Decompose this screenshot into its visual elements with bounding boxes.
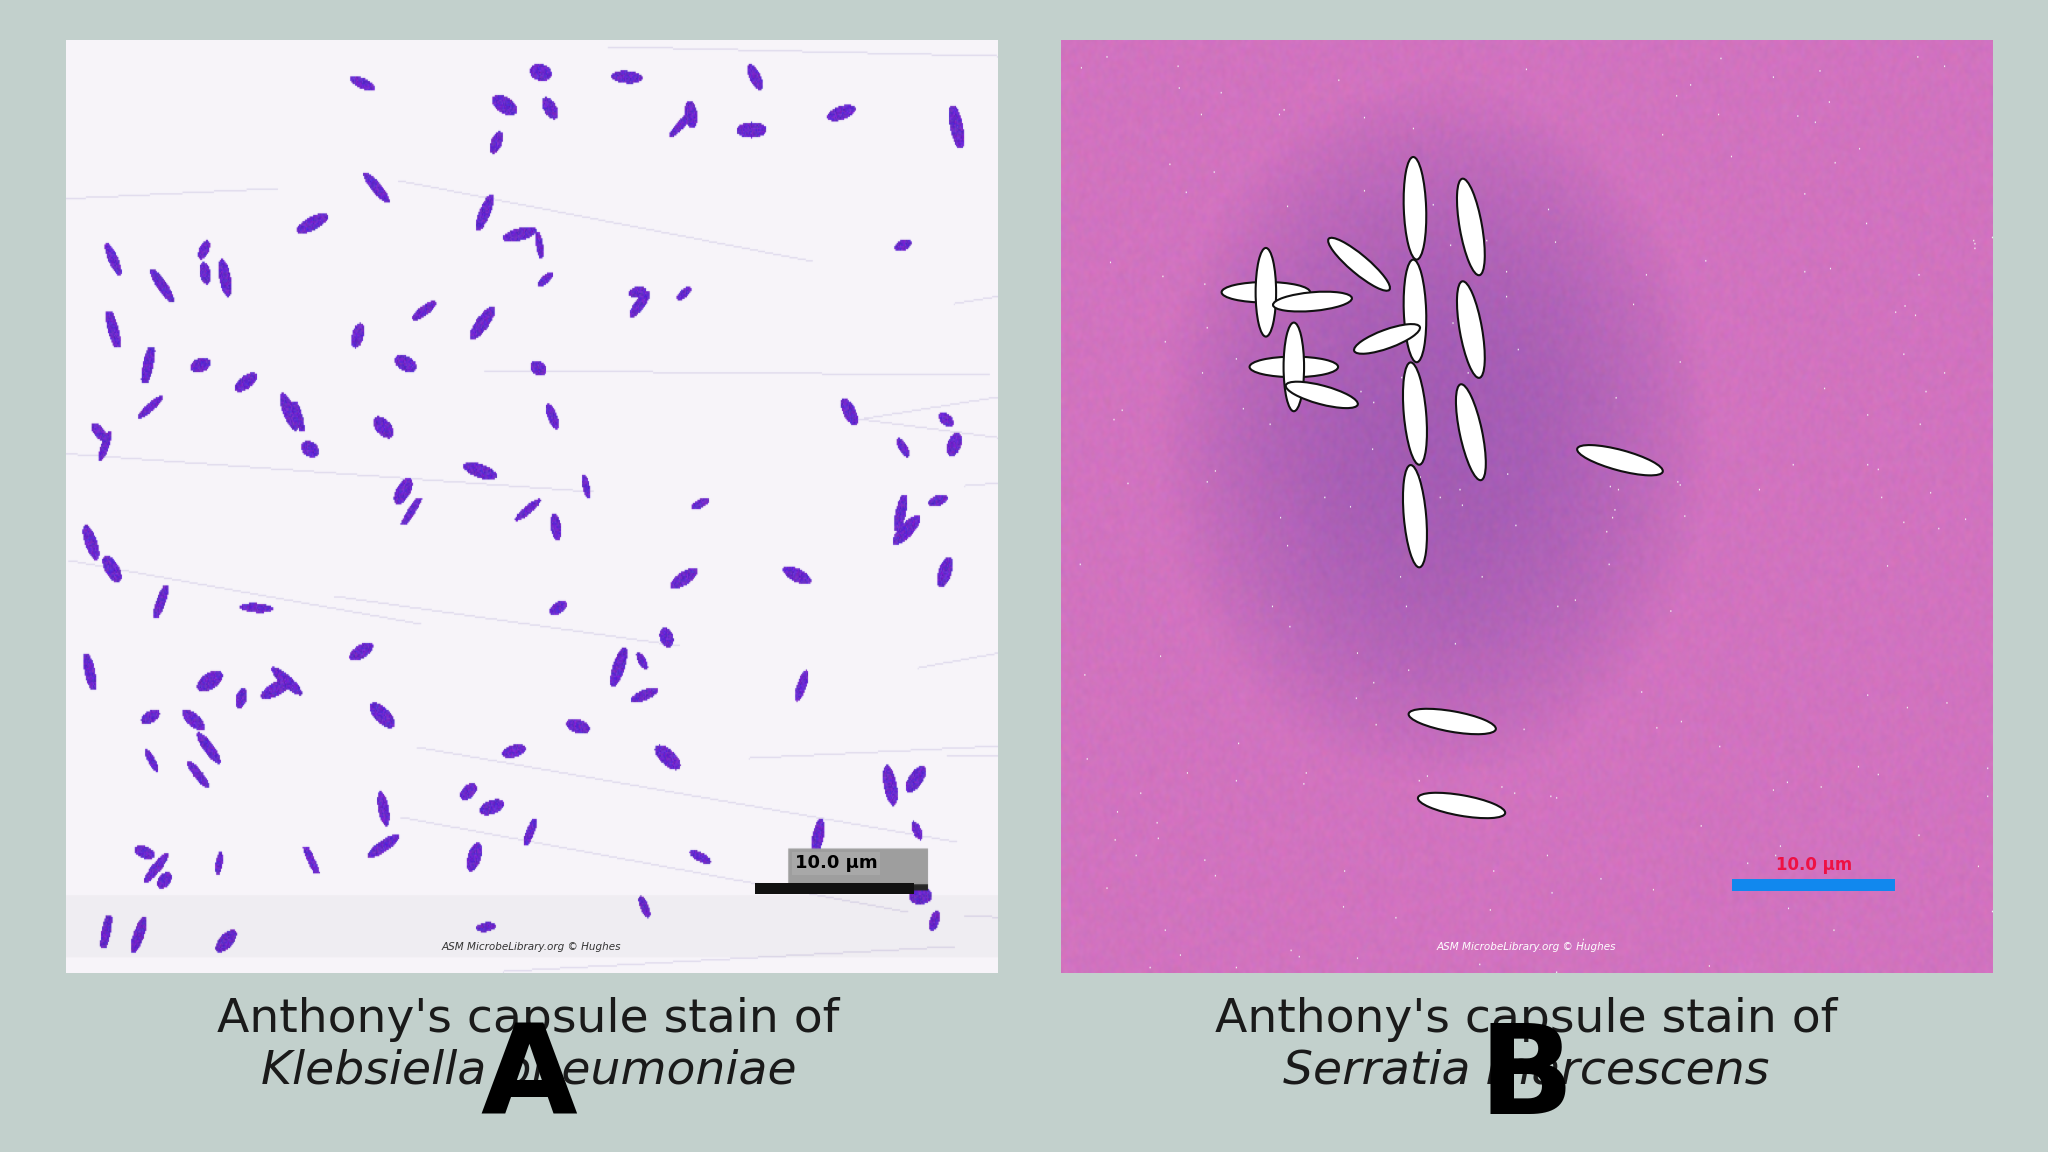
Ellipse shape bbox=[1456, 281, 1485, 378]
Ellipse shape bbox=[1409, 708, 1495, 734]
Ellipse shape bbox=[1456, 179, 1485, 275]
Ellipse shape bbox=[1286, 381, 1358, 408]
Ellipse shape bbox=[1284, 323, 1305, 411]
Ellipse shape bbox=[1417, 793, 1505, 818]
Ellipse shape bbox=[1221, 282, 1311, 303]
Ellipse shape bbox=[1403, 465, 1427, 567]
Ellipse shape bbox=[1249, 357, 1337, 377]
Text: 10.0 μm: 10.0 μm bbox=[1776, 856, 1851, 874]
Ellipse shape bbox=[1577, 445, 1663, 476]
Ellipse shape bbox=[1274, 291, 1352, 311]
Ellipse shape bbox=[1403, 363, 1427, 464]
Bar bbox=[756, 882, 913, 894]
Text: Serratia marcescens: Serratia marcescens bbox=[1282, 1048, 1769, 1094]
Ellipse shape bbox=[1403, 157, 1425, 259]
Text: Anthony's capsule stain of: Anthony's capsule stain of bbox=[1214, 996, 1837, 1043]
Text: Klebsiella pneumoniae: Klebsiella pneumoniae bbox=[260, 1048, 797, 1094]
Text: B: B bbox=[1479, 1020, 1573, 1140]
Ellipse shape bbox=[1456, 385, 1485, 480]
Ellipse shape bbox=[1403, 259, 1425, 362]
Text: ASM MicrobeLibrary.org © Hughes: ASM MicrobeLibrary.org © Hughes bbox=[442, 942, 621, 953]
Ellipse shape bbox=[1354, 324, 1419, 354]
Bar bbox=[1733, 879, 1894, 892]
Ellipse shape bbox=[1255, 248, 1276, 336]
Text: A: A bbox=[479, 1020, 578, 1140]
Text: 10.0 μm: 10.0 μm bbox=[795, 855, 877, 872]
Ellipse shape bbox=[1329, 237, 1391, 290]
Text: ASM MicrobeLibrary.org © Hughes: ASM MicrobeLibrary.org © Hughes bbox=[1438, 942, 1616, 953]
Text: Anthony's capsule stain of: Anthony's capsule stain of bbox=[217, 996, 840, 1043]
